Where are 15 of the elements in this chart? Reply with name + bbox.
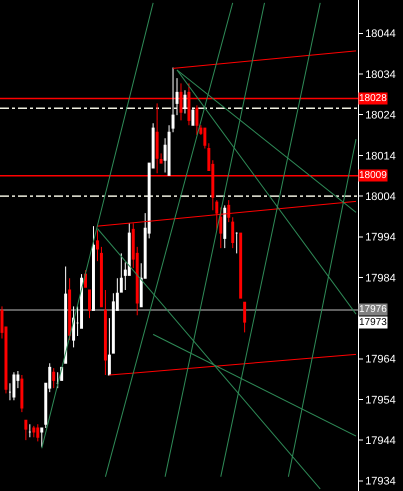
ref-line-label: 18028	[359, 93, 388, 104]
annotation: 17973	[359, 317, 388, 328]
y-tick-label: 17944	[365, 435, 396, 447]
y-tick-label: 17994	[365, 232, 396, 244]
y-tick-label: 17934	[365, 476, 396, 488]
ref-line-label: 18009	[359, 170, 388, 181]
y-tick-label: 17964	[365, 354, 396, 366]
y-tick-label: 18004	[365, 190, 396, 203]
y-tick-label: 18034	[365, 68, 396, 81]
y-tick-label: 17984	[365, 272, 396, 284]
y-tick-label: 18044	[365, 28, 396, 40]
ref-line-label: 17976	[359, 304, 388, 315]
y-tick-label: 17954	[365, 394, 396, 406]
y-tick-label: 18024	[365, 110, 396, 122]
y-tick-label: 18014	[365, 150, 396, 162]
